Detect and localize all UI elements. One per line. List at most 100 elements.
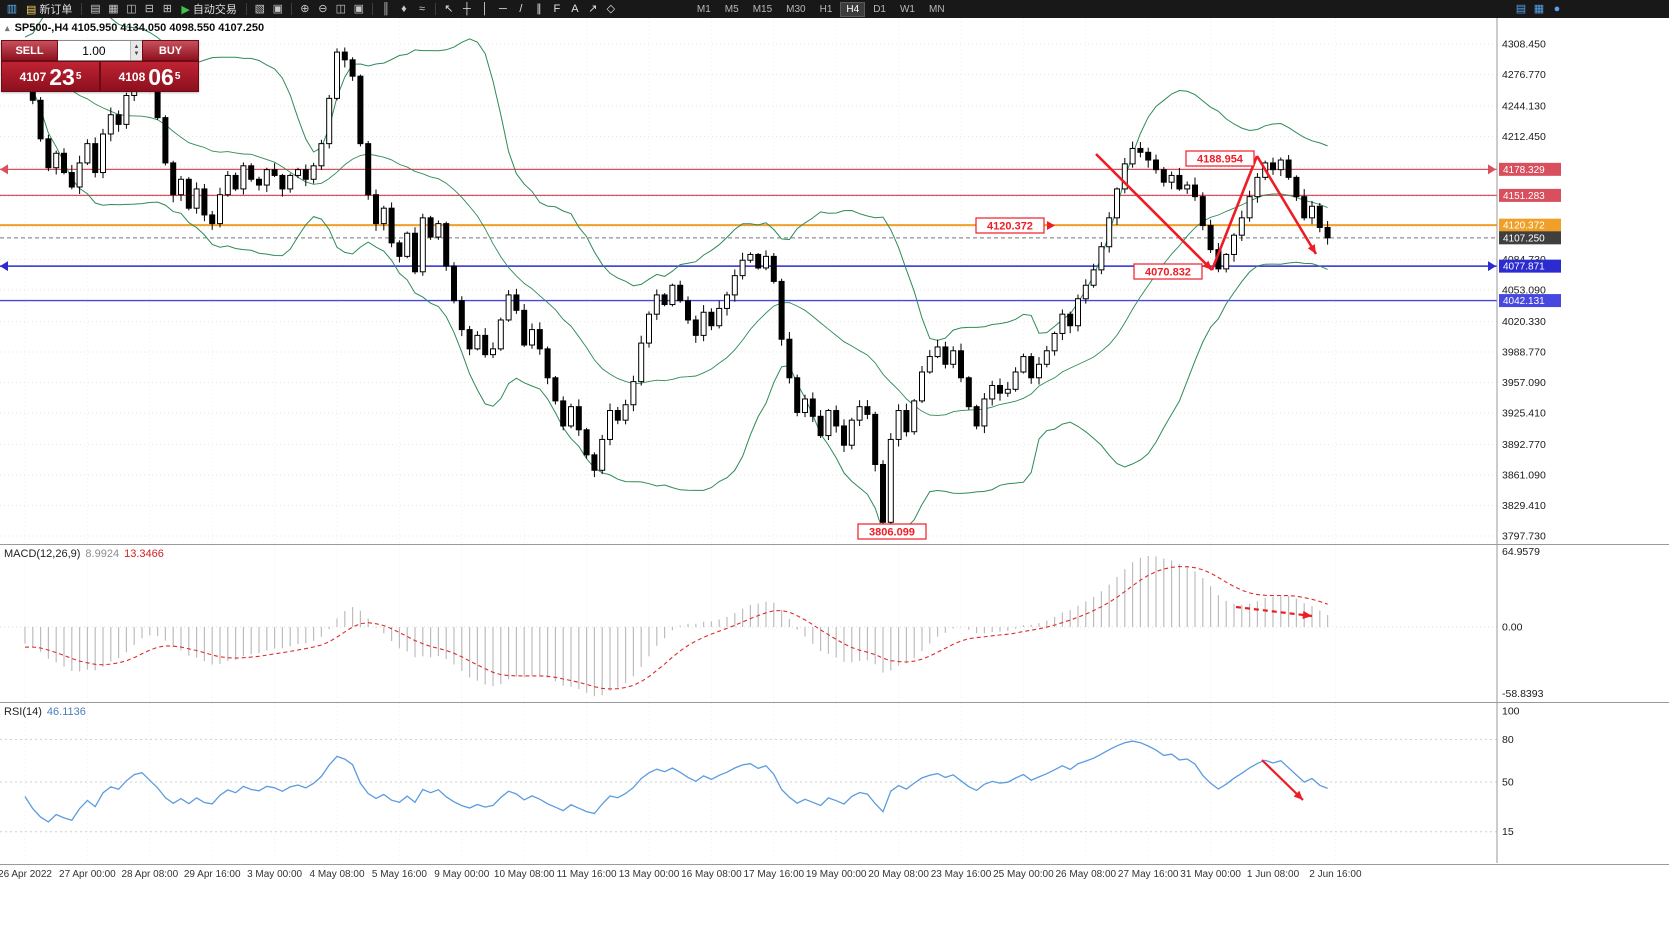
timeframe-bar: M1 M5 M15 M30 H1 H4 D1 W1 MN: [690, 1, 952, 17]
timeframe-mn[interactable]: MN: [928, 3, 945, 15]
time-axis-label: 27 Apr 00:00: [59, 869, 116, 880]
timeframe-m5[interactable]: M5: [724, 3, 739, 15]
annotation-price-label: [1185, 150, 1255, 167]
time-axis-label: 16 May 08:00: [681, 869, 742, 880]
svg-text:4178.329: 4178.329: [1503, 165, 1545, 176]
time-axis-label: 4 May 08:00: [309, 869, 365, 880]
rsi-panel-canvas[interactable]: 100 80 50 15: [0, 703, 1669, 863]
svg-text:50: 50: [1502, 777, 1514, 789]
depth-of-market-icon[interactable]: ▤: [1515, 2, 1527, 15]
sell-price-display[interactable]: 4107 23 5: [1, 61, 100, 92]
symbol-marker-icon: ▴: [5, 23, 10, 33]
line-chart-icon[interactable]: ≈: [418, 2, 425, 15]
candles: [22, 47, 1331, 529]
time-axis-label: 19 May 00:00: [805, 869, 867, 880]
svg-text:4042.131: 4042.131: [1503, 296, 1545, 307]
svg-text:3797.730: 3797.730: [1502, 531, 1546, 543]
panel-separator[interactable]: [0, 544, 1669, 545]
rsi-indicator-label: RSI(14) 46.1136: [4, 706, 86, 718]
zoom-in-icon[interactable]: ⊕: [300, 2, 310, 15]
timeframe-m1[interactable]: M1: [696, 3, 711, 15]
autotrade-button-icon: ▶: [181, 3, 190, 16]
svg-text:4053.090: 4053.090: [1502, 285, 1546, 297]
time-axis-label: 9 May 00:00: [434, 869, 490, 880]
help-icon[interactable]: ●: [1553, 2, 1561, 15]
vertical-line-icon[interactable]: │: [481, 2, 489, 15]
time-axis-label: 31 May 00:00: [1180, 869, 1241, 880]
svg-text:100: 100: [1502, 706, 1520, 718]
market-watch-icon[interactable]: ▤: [90, 2, 101, 15]
timeframe-h1[interactable]: H1: [819, 3, 833, 15]
channel-icon[interactable]: ∥: [536, 2, 542, 15]
time-axis-label: 26 May 08:00: [1055, 869, 1117, 880]
time-axis-label: 25 May 00:00: [993, 869, 1054, 880]
text-icon[interactable]: A: [571, 2, 579, 15]
time-axis-label: 17 May 16:00: [743, 869, 805, 880]
timeframe-h4[interactable]: H4: [840, 1, 866, 17]
zoom-out-icon[interactable]: ⊖: [318, 2, 328, 15]
buy-button[interactable]: BUY: [142, 40, 199, 61]
timeframe-m30[interactable]: M30: [786, 3, 806, 15]
buy-price-display[interactable]: 4108 06 5: [100, 61, 199, 92]
timeframe-m15[interactable]: M15: [752, 3, 773, 15]
crosshair-icon[interactable]: ┼: [462, 2, 471, 15]
symbol-name: SP500-,H4: [14, 22, 69, 34]
trendline-icon[interactable]: /: [519, 2, 523, 15]
svg-text:4276.770: 4276.770: [1502, 69, 1546, 81]
time-axis-label: 1 Jun 08:00: [1246, 869, 1300, 880]
time-axis-label: 3 May 00:00: [247, 869, 303, 880]
autotrade-button[interactable]: ▶ 自动交易: [181, 3, 237, 17]
volume-stepper[interactable]: ▲ ▼: [129, 41, 142, 60]
volume-down-icon[interactable]: ▼: [133, 50, 140, 57]
svg-text:3806.099: 3806.099: [869, 527, 915, 539]
cascade-windows-icon[interactable]: ▣: [353, 2, 365, 15]
shapes-icon[interactable]: ◇: [606, 2, 616, 15]
timeframe-d1[interactable]: D1: [873, 3, 886, 15]
main-chart-canvas[interactable]: 4308.4504276.7704244.1304212.4504180.770…: [0, 18, 1669, 544]
one-click-trading-panel: SELL ▲ ▼ BUY 4107 23 5 4108 06 5: [1, 40, 199, 92]
time-axis-label: 29 Apr 16:00: [183, 869, 241, 880]
time-axis-label: 27 May 16:00: [1117, 869, 1179, 880]
new-chart-icon[interactable]: ▧: [254, 2, 266, 15]
svg-text:4308.450: 4308.450: [1502, 38, 1546, 50]
volume-up-icon[interactable]: ▲: [133, 43, 140, 50]
time-axis-label: 20 May 08:00: [868, 869, 929, 880]
svg-text:4188.954: 4188.954: [1197, 154, 1244, 166]
bar-chart-icon[interactable]: ║: [381, 2, 390, 15]
navigator-icon[interactable]: ◫: [126, 2, 137, 15]
strategy-tester-icon[interactable]: ⊞: [162, 2, 173, 15]
time-axis-label: 11 May 16:00: [556, 869, 617, 880]
svg-text:3892.770: 3892.770: [1502, 439, 1546, 451]
timeframe-w1[interactable]: W1: [899, 3, 915, 15]
svg-text:80: 80: [1502, 734, 1514, 746]
arrows-icon[interactable]: ↗: [588, 2, 598, 15]
profiles-icon[interactable]: ▣: [272, 2, 284, 15]
svg-text:4244.130: 4244.130: [1502, 100, 1546, 112]
svg-text:4070.832: 4070.832: [1145, 267, 1191, 279]
svg-text:4107.250: 4107.250: [1503, 233, 1545, 244]
terminal-icon[interactable]: ⊟: [144, 2, 155, 15]
panel-separator[interactable]: [0, 702, 1669, 703]
annotation-price-label: [975, 217, 1045, 234]
symbol-ohlc: 4105.950 4134.050 4098.550 4107.250: [71, 22, 265, 34]
toolbar-separator: [371, 3, 373, 15]
new-order-button[interactable]: ▤ 新订单: [26, 3, 73, 17]
time-axis-label: 13 May 00:00: [618, 869, 680, 880]
app-icon[interactable]: ▥: [6, 2, 18, 15]
horizontal-line-icon[interactable]: ─: [498, 2, 507, 15]
annotation-price-label: [857, 523, 927, 540]
top-toolbar: ▥ ▤ 新订单 ▤ ▦ ◫ ⊟ ⊞ ▶ 自动交易 ▧ ▣ ⊕ ⊖ ◫ ▣ ║ ♦ ≈ ↖ ┼ │ ─ / ∥ F A ↗ ◇ M1 M5 M1…: [0, 0, 1669, 18]
svg-text:4120.372: 4120.372: [987, 221, 1033, 233]
grid-icon[interactable]: ▦: [1533, 2, 1545, 15]
macd-panel-canvas[interactable]: 64.9579 0.00 -58.8393: [0, 545, 1669, 702]
candlestick-chart-icon[interactable]: ♦: [401, 2, 407, 15]
svg-text:4077.871: 4077.871: [1503, 262, 1545, 273]
tile-windows-icon[interactable]: ◫: [335, 2, 347, 15]
sell-button[interactable]: SELL: [1, 40, 58, 61]
svg-text:4151.283: 4151.283: [1503, 191, 1545, 202]
time-axis[interactable]: 26 Apr 2022 27 Apr 00:00 28 Apr 08:00 29 Ap…: [0, 864, 1669, 889]
cursor-icon[interactable]: ↖: [444, 2, 454, 15]
data-window-icon[interactable]: ▦: [108, 2, 119, 15]
volume-input[interactable]: [58, 41, 130, 60]
fibonacci-icon[interactable]: F: [553, 2, 561, 15]
